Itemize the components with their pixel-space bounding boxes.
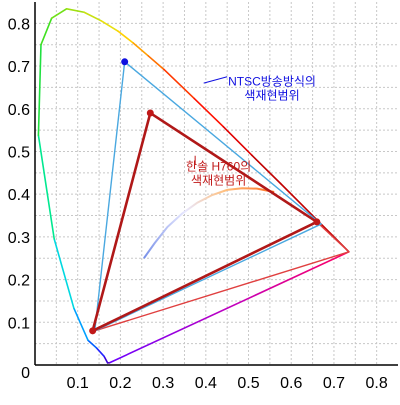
h760-vertex — [146, 109, 154, 117]
spectral-locus-segment — [251, 154, 282, 185]
x-tick-label: 0.7 — [323, 375, 345, 392]
x-tick-label: 0.1 — [67, 375, 89, 392]
gamut-triangles — [89, 58, 350, 335]
x-tick-label: 0.8 — [366, 375, 388, 392]
gamut-triangle-1 — [91, 111, 319, 333]
spectral-locus-segment — [163, 68, 196, 100]
x-tick-label: 0.5 — [237, 375, 259, 392]
spectral-locus-segment — [147, 55, 165, 71]
h760-vertex — [89, 327, 97, 335]
axes — [34, 2, 398, 366]
spectral-locus-segment — [103, 355, 109, 364]
x-tick-label: 0.2 — [109, 375, 131, 392]
spectral-locus-segment — [37, 43, 42, 137]
spectral-locus-segment — [73, 307, 89, 342]
y-tick-label: 0.7 — [8, 59, 30, 76]
planckian-locus-curve — [143, 187, 275, 259]
spectral-locus-segment — [193, 97, 225, 128]
purple-line — [108, 251, 350, 364]
annotation-label-0-line-0: NTSC방송방식의 — [228, 74, 316, 88]
y-tick-label: 0 — [21, 365, 30, 382]
annotation-label-0-line-1: 색재현범위 — [244, 88, 299, 102]
y-tick-label: 0.2 — [8, 273, 30, 290]
gamut-triangle-0 — [94, 61, 322, 332]
planckian-locus — [143, 187, 275, 259]
annotation-label-1-line-0: 한솔 H760의 — [186, 160, 251, 174]
ntsc-green-vertex — [121, 58, 129, 66]
spectral-locus-segment — [222, 125, 253, 157]
y-tick-label: 0.4 — [8, 187, 30, 204]
spectral-locus-segment — [37, 134, 56, 240]
h760-vertex — [313, 218, 321, 226]
spectral-locus-segment — [100, 19, 119, 32]
x-tick-label: 0.6 — [280, 375, 302, 392]
annotation-label-1-line-1: 색재현범위 — [191, 174, 246, 188]
spectral-locus-segment — [87, 339, 98, 349]
spectral-locus-segment — [279, 182, 304, 207]
spectral-locus-segment — [117, 30, 135, 44]
plot-area — [35, 2, 398, 365]
annotation-pointer-0 — [203, 76, 228, 84]
spectral-locus-segment — [95, 347, 105, 358]
spectral-locus-segment — [50, 8, 68, 20]
spectral-locus-segment — [83, 11, 102, 22]
y-tick-label: 0.8 — [8, 16, 30, 33]
tick-labels: 0.1 0.2 0.3 0.4 0.5 0.6 0.7 0.8 0 0.1 0.2 0.3 0.4 0.5… — [8, 16, 388, 392]
spectral-locus-segment — [132, 42, 149, 57]
spectral-locus-segment — [40, 17, 53, 46]
spectral-locus-segment — [53, 238, 75, 310]
x-tick-label: 0.3 — [152, 375, 174, 392]
spectral-locus-segment — [65, 8, 85, 14]
spectral-locus — [37, 8, 350, 364]
y-tick-label: 0.1 — [8, 315, 30, 332]
y-tick-label: 0.5 — [8, 144, 30, 161]
y-tick-label: 0.6 — [8, 102, 30, 119]
y-tick-label: 0.3 — [8, 230, 30, 247]
x-tick-label: 0.4 — [195, 375, 217, 392]
